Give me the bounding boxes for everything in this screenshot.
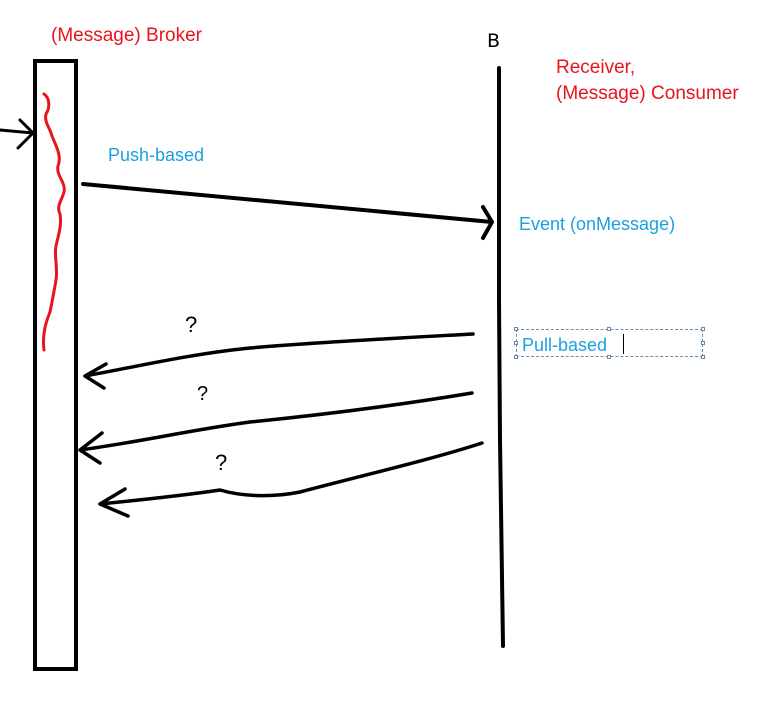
receiver-label-line1: Receiver,: [556, 57, 636, 78]
incoming-arrow: [0, 118, 35, 150]
resize-handle-mr[interactable]: [701, 341, 705, 345]
broker-label: (Message) Broker: [51, 25, 202, 46]
resize-handle-bl[interactable]: [514, 355, 518, 359]
text-caret: [623, 334, 624, 354]
broker-box: [33, 59, 78, 671]
question-mark-3: ?: [215, 450, 228, 475]
receiver-label-line2: (Message) Consumer: [556, 83, 739, 104]
pull-arrow-1: [83, 332, 475, 390]
push-arrow: [81, 182, 494, 240]
broker-squiggle: [42, 92, 66, 352]
resize-handle-bm[interactable]: [607, 355, 611, 359]
resize-handle-ml[interactable]: [514, 341, 518, 345]
push-based-label: Push-based: [108, 145, 205, 165]
question-mark-1: ?: [185, 312, 198, 337]
question-mark-2: ?: [197, 383, 209, 405]
resize-handle-tl[interactable]: [514, 327, 518, 331]
event-label: Event (onMessage): [519, 214, 676, 234]
resize-handle-tr[interactable]: [701, 327, 705, 331]
pull-based-textbox[interactable]: Pull-based: [514, 327, 705, 359]
lifeline-b-label: B: [487, 30, 501, 52]
pull-arrow-3: [98, 441, 484, 518]
pull-based-label[interactable]: Pull-based: [522, 335, 608, 355]
resize-handle-br[interactable]: [701, 355, 705, 359]
pull-arrow-2: [78, 391, 474, 465]
lifeline-b: [497, 66, 505, 648]
resize-handle-tm[interactable]: [607, 327, 611, 331]
